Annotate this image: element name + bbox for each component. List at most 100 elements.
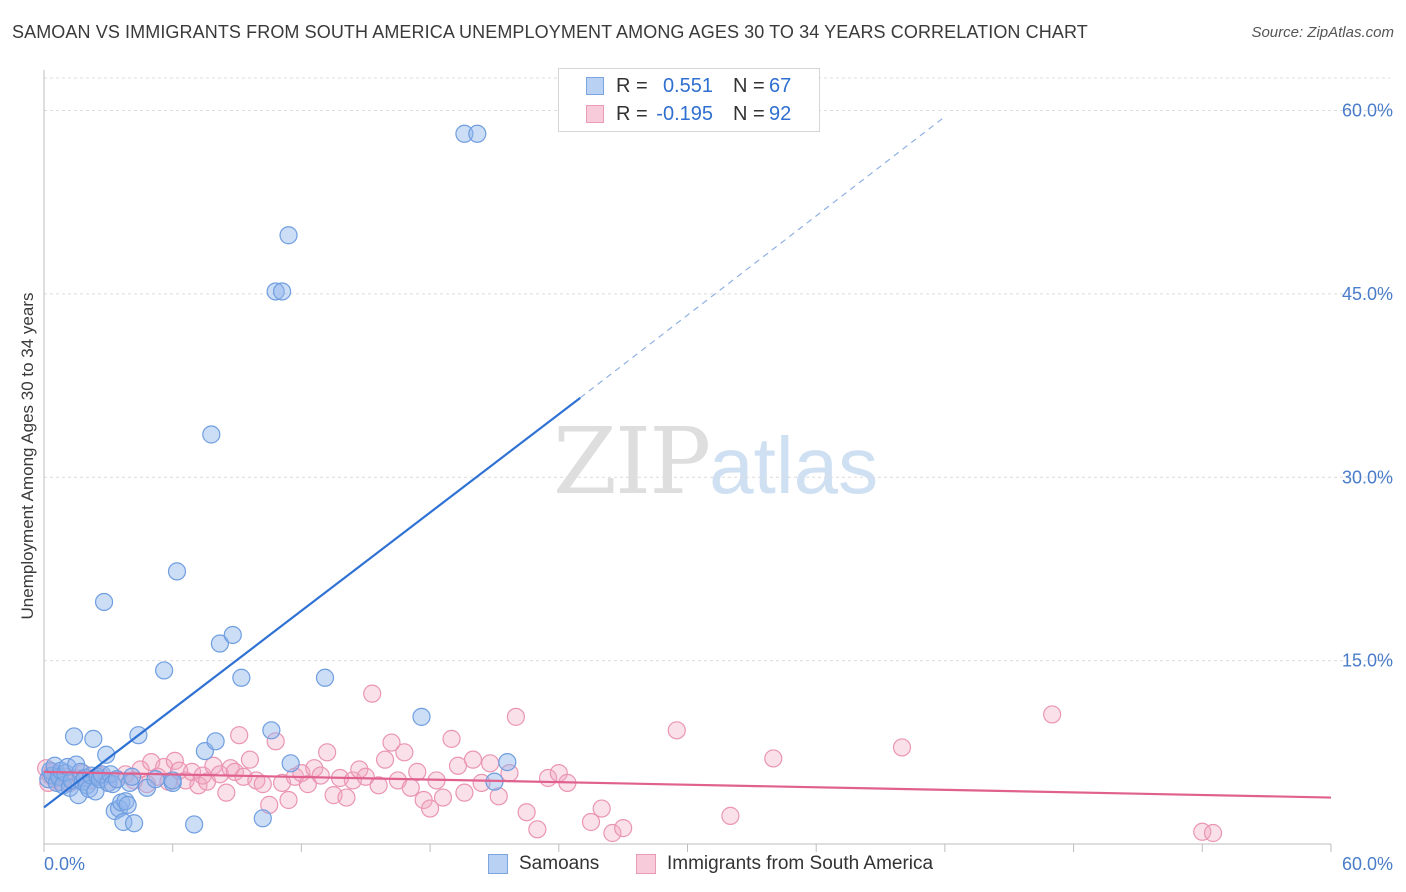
samoans-point [262,721,281,740]
axes-layer [43,70,1332,852]
samoans-point [281,754,300,773]
x-tick-label: 0.0% [44,854,85,874]
immigrants-point [401,778,420,797]
immigrants-point [892,738,912,757]
samoans-point [315,668,335,687]
immigrants-point [721,806,740,825]
samoans-swatch [586,77,604,95]
samoans-point [498,752,517,772]
y-tick-label: 15.0% [1342,651,1393,671]
legend-swatch-immigrants [636,854,656,874]
samoans-point [155,661,174,680]
immigrants-point [230,726,249,745]
n-value: 67 [769,75,792,97]
immigrants-point [318,743,337,762]
immigrants-point [395,743,414,762]
n-value: 92 [769,103,792,125]
r-label: R = [616,103,648,125]
immigrants-point [517,803,536,822]
samoans-point [279,226,298,245]
immigrants-point [506,707,526,726]
n-label: N = [733,103,765,125]
immigrants-point [528,820,547,839]
legend-label-immigrants: Immigrants from South America [667,853,934,874]
immigrants-point [442,729,461,748]
trend-lines [43,116,1332,809]
watermark-zip: ZIP [553,408,711,515]
samoans-point [94,592,114,612]
r-value: 0.551 [662,75,713,97]
x-tick-label: 60.0% [1342,854,1393,874]
immigrants-point [369,776,388,795]
immigrants-point [463,750,483,769]
samoans-point [412,707,431,726]
immigrants-point [581,812,601,832]
chart-source: Source: ZipAtlas.com [1251,24,1394,41]
immigrants-point [764,749,783,768]
samoans-point [455,124,474,143]
y-tick-label: 45.0% [1342,284,1393,304]
immigrants-point [298,775,317,794]
immigrants-point [603,823,622,843]
watermark: ZIPatlas [553,408,878,515]
immigrants-point [356,767,375,786]
immigrants-point [363,684,382,703]
immigrants-point [311,766,330,785]
immigrants-point [614,819,633,838]
immigrants-point [1203,823,1223,843]
samoans-trend-line [43,396,581,809]
samoans-point [468,124,487,143]
immigrants-point [382,733,401,752]
legend: Samoans Immigrants from South America [0,852,1406,878]
samoans-point [167,562,187,581]
immigrants-point [472,773,491,792]
immigrants-point [667,721,686,740]
samoans-point [206,732,225,751]
legend-label-samoans: Samoans [519,853,600,874]
immigrants-point [165,751,184,770]
immigrants-series-points [37,684,1223,843]
samoans-point [223,625,242,645]
samoans-point [84,729,103,748]
immigrants-point [408,762,427,781]
immigrants-point [337,788,356,807]
y-tick-label: 60.0% [1342,101,1393,121]
samoans-point [97,745,116,764]
samoans-point [124,814,144,833]
immigrants-point [1043,705,1062,724]
samoans-point [232,668,251,687]
samoans-series-points [39,124,517,834]
tick-labels: 15.0% 30.0% 45.0% 60.0% 0.0% 60.0% [44,101,1393,874]
samoans-point [210,634,229,653]
samoans-point [266,282,285,301]
n-label: N = [733,75,765,97]
samoans-point [253,809,272,828]
samoans-point [163,771,182,790]
grid-layer [44,77,1390,662]
chart-title: SAMOAN VS IMMIGRANTS FROM SOUTH AMERICA … [12,22,1088,42]
immigrants-point [592,799,611,818]
legend-swatch-samoans [488,854,508,874]
samoans-point [64,727,84,746]
immigrants-point [253,775,272,794]
immigrants-swatch [586,105,604,123]
immigrants-point [266,732,285,751]
immigrants-point [421,799,440,818]
immigrants-point [375,750,395,769]
immigrants-point [455,783,474,802]
r-value: -0.195 [656,103,713,125]
immigrants-point [489,787,508,806]
samoans-point [272,282,292,301]
immigrants-point [481,754,500,773]
samoans-trend-extension [579,116,946,399]
samoans-point [122,767,142,786]
immigrants-point [279,790,298,810]
immigrants-trend-line [43,770,1332,799]
watermark-atlas: atlas [709,421,879,510]
immigrants-point [433,788,453,807]
samoans-point [118,795,137,814]
correlation-stats-box: R = 0.551 N = 67 R = -0.195 N = 92 [558,68,820,132]
immigrants-point [240,750,260,769]
samoans-point [202,425,221,444]
